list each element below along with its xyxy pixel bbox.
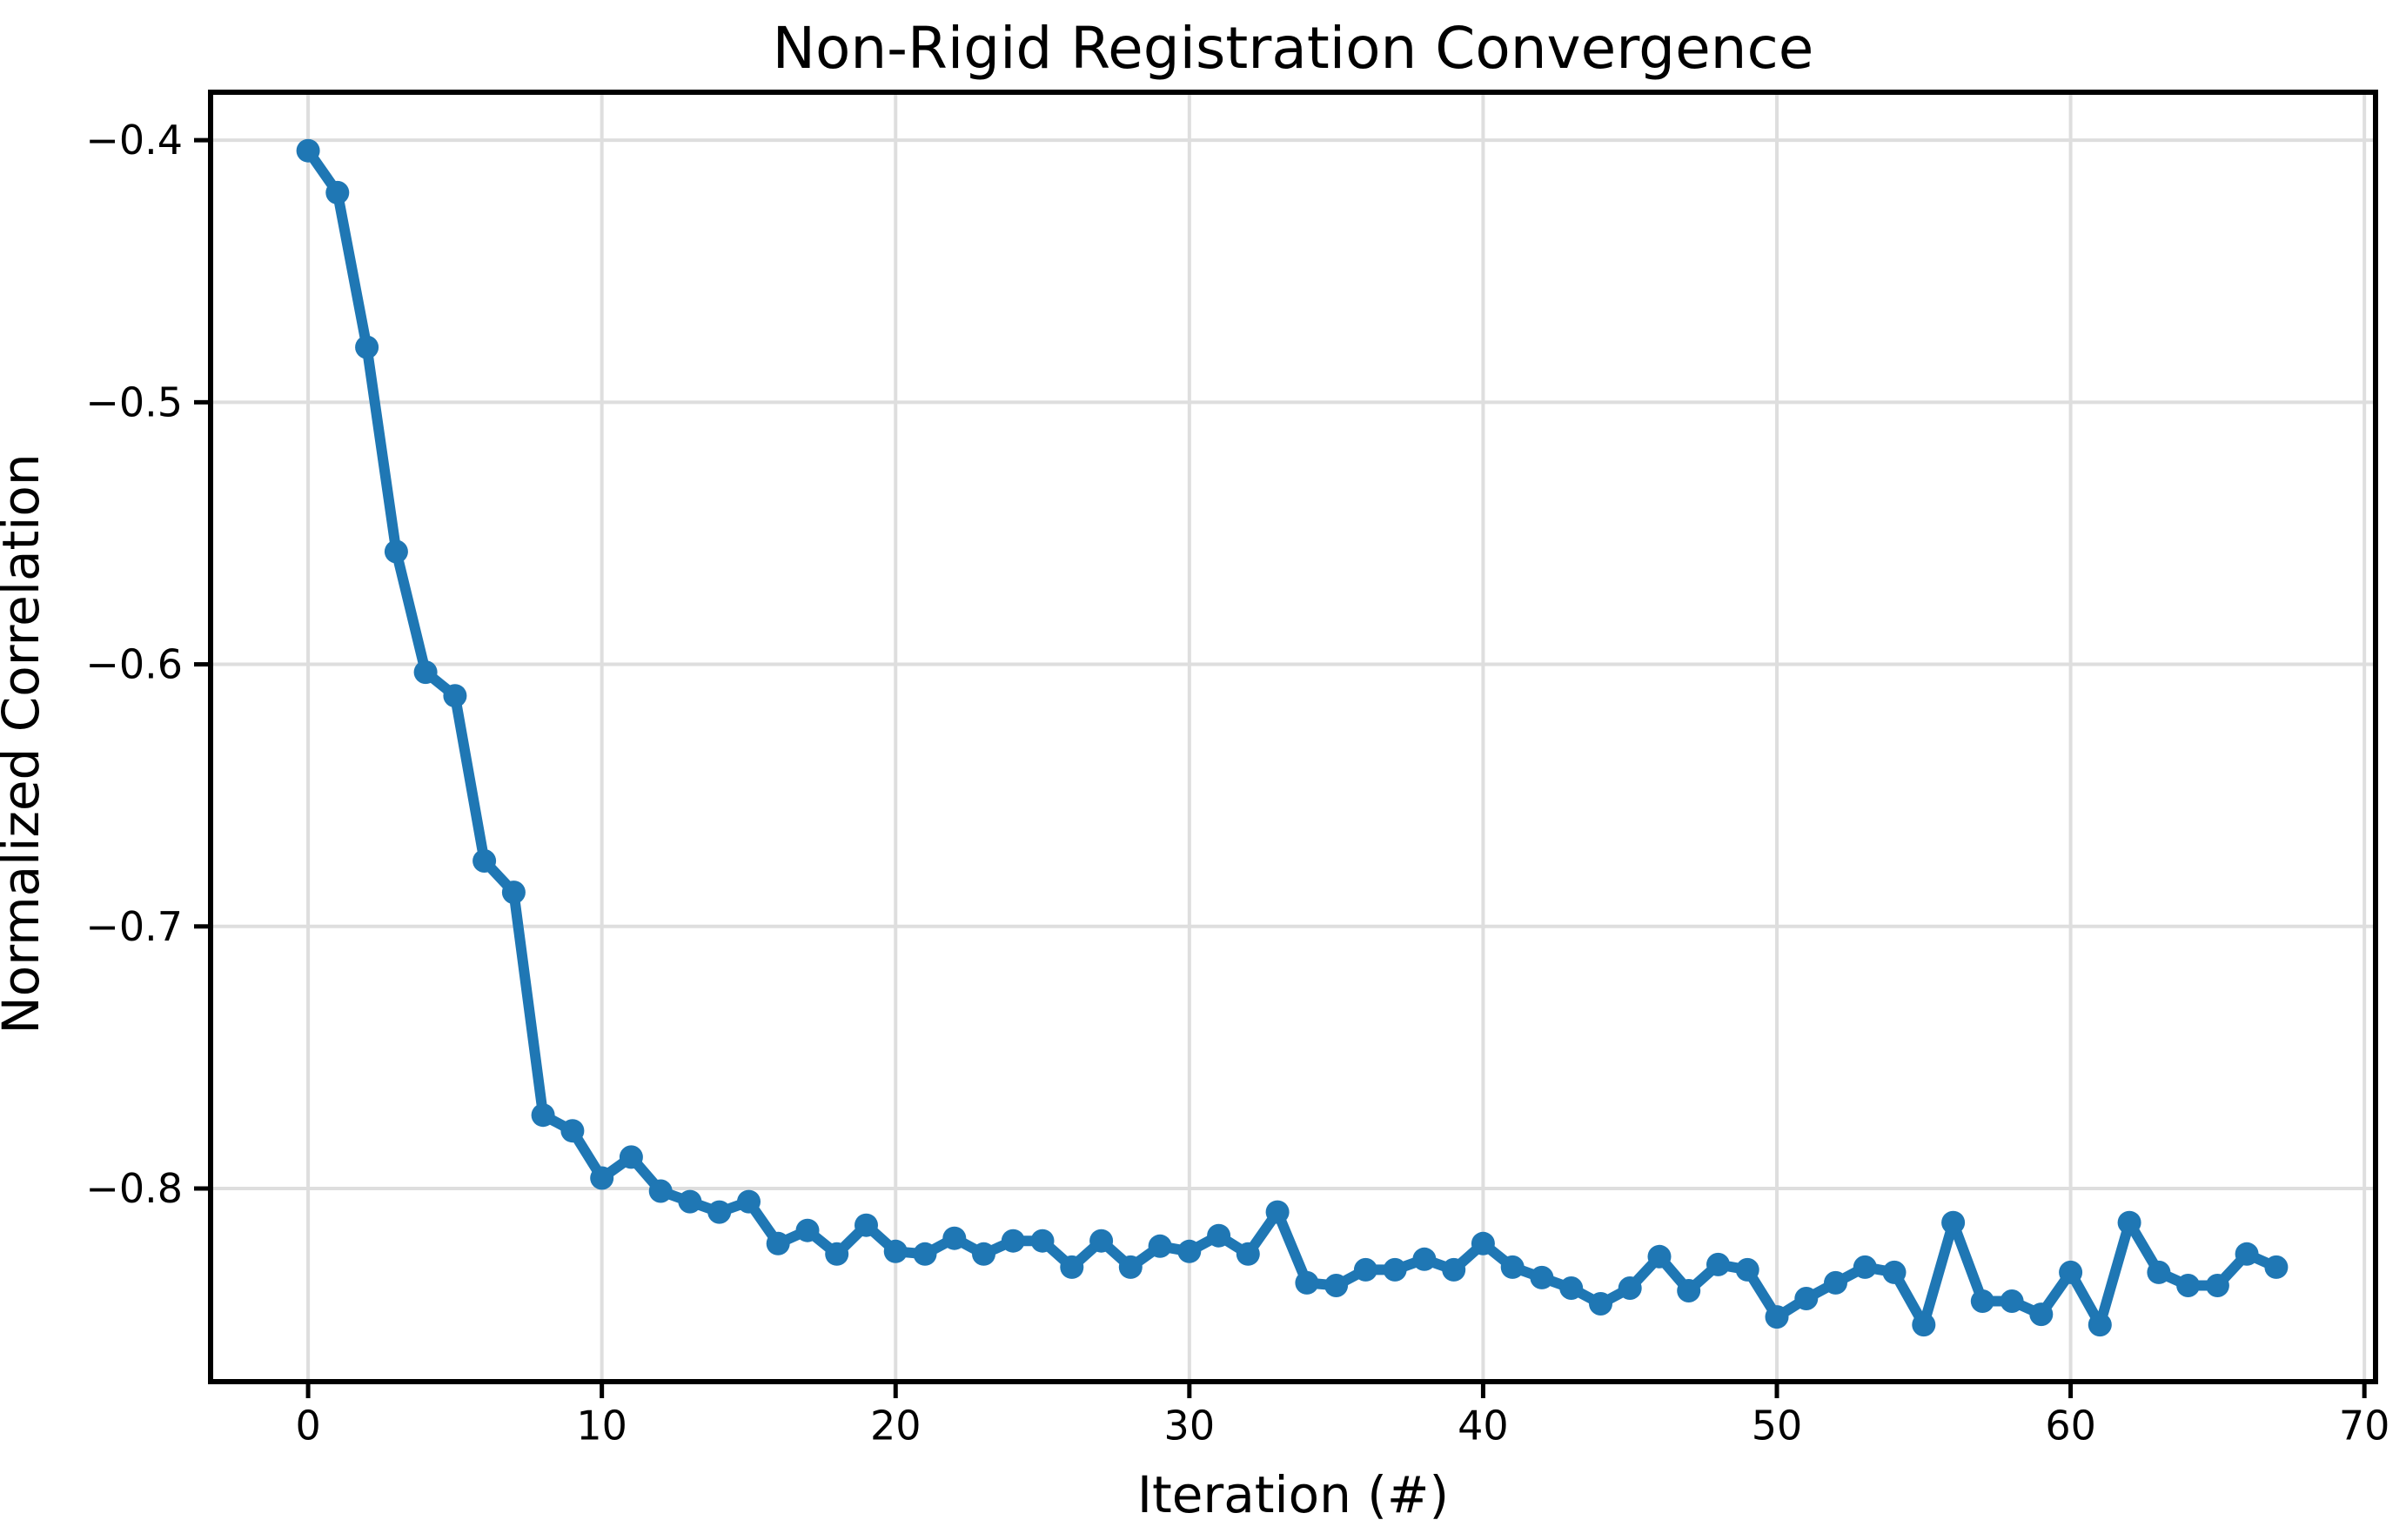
data-point-marker — [1824, 1270, 1847, 1295]
x-tick-label: 40 — [1458, 1402, 1509, 1449]
data-point-marker — [590, 1166, 614, 1190]
data-point-marker — [1353, 1257, 1377, 1282]
data-point-marker — [707, 1200, 732, 1224]
data-point-marker — [1089, 1229, 1114, 1253]
data-point-marker — [766, 1231, 790, 1255]
data-point-marker — [1765, 1305, 1789, 1329]
data-point-marker — [1383, 1257, 1407, 1282]
x-axis-label: Iteration (#) — [1137, 1465, 1449, 1524]
data-point-marker — [942, 1226, 967, 1250]
data-point-marker — [1001, 1229, 1025, 1253]
data-point-marker — [560, 1119, 585, 1143]
data-point-marker — [737, 1189, 761, 1214]
data-point-marker — [648, 1179, 673, 1203]
data-point-marker — [531, 1103, 555, 1128]
x-tick-label: 60 — [2045, 1402, 2096, 1449]
data-point-marker — [2176, 1274, 2201, 1297]
data-point-marker — [472, 849, 497, 873]
data-point-marker — [2117, 1210, 2141, 1235]
data-point-marker — [1589, 1292, 1612, 1316]
data-point-marker — [825, 1242, 849, 1266]
data-point-marker — [1324, 1274, 1349, 1297]
data-point-marker — [2147, 1260, 2171, 1284]
data-point-marker — [1060, 1255, 1084, 1279]
gridlines-layer — [211, 92, 2376, 1382]
data-point-marker — [854, 1213, 878, 1237]
data-point-marker — [1207, 1223, 1231, 1248]
data-point-marker — [1177, 1239, 1202, 1263]
data-point-marker — [913, 1242, 937, 1266]
data-point-marker — [619, 1145, 643, 1169]
data-point-marker — [296, 138, 320, 163]
data-point-marker — [1442, 1257, 1466, 1282]
data-point-marker — [1559, 1276, 1584, 1300]
data-point-marker — [2205, 1274, 2229, 1297]
data-point-marker — [1118, 1255, 1143, 1279]
data-point-marker — [2059, 1260, 2083, 1284]
data-point-marker — [2029, 1302, 2054, 1327]
data-point-marker — [1970, 1289, 1994, 1313]
chart-title: Non-Rigid Registration Convergence — [773, 15, 1814, 82]
y-tick-label: −0.7 — [85, 903, 183, 950]
data-point-marker — [1882, 1260, 1907, 1284]
data-point-marker — [1500, 1255, 1525, 1279]
x-tick-label: 50 — [1752, 1402, 1803, 1449]
tick-labels-layer: 0 10 20 30 40 50 60 70 −0.4 −0.5 −0.6 −0.7 −0.8 — [85, 117, 2389, 1449]
data-point-marker — [883, 1239, 908, 1263]
data-point-marker — [972, 1242, 995, 1266]
x-tick-label: 0 — [295, 1402, 320, 1449]
x-tick-label: 30 — [1164, 1402, 1216, 1449]
x-tick-label: 70 — [2339, 1402, 2390, 1449]
data-point-marker — [1912, 1313, 1936, 1337]
data-point-marker — [2000, 1289, 2024, 1313]
data-point-marker — [355, 335, 379, 359]
data-point-marker — [1236, 1242, 1260, 1266]
data-point-marker — [795, 1218, 820, 1242]
ticks-layer — [194, 137, 2367, 1398]
data-point-marker — [1530, 1265, 1554, 1289]
axes-spines — [208, 90, 2378, 1384]
data-point-marker — [2088, 1313, 2112, 1337]
data-point-marker — [1265, 1200, 1290, 1224]
data-point-marker — [678, 1189, 702, 1214]
data-point-marker — [1647, 1244, 1672, 1269]
data-point-marker — [2264, 1255, 2289, 1279]
data-point-marker — [413, 660, 438, 685]
data-point-marker — [1412, 1247, 1437, 1271]
y-tick-label: −0.8 — [85, 1165, 183, 1212]
data-point-marker — [1853, 1255, 1877, 1279]
y-axis-label: Normalized Correlation — [0, 453, 50, 1034]
data-point-marker — [1295, 1270, 1319, 1295]
data-point-marker — [2235, 1242, 2259, 1266]
data-point-marker — [1794, 1287, 1819, 1310]
data-point-marker — [443, 684, 467, 708]
data-point-marker — [1618, 1276, 1642, 1300]
data-point-marker — [1471, 1231, 1495, 1255]
data-point-marker — [1706, 1252, 1730, 1276]
x-tick-label: 10 — [576, 1402, 627, 1449]
y-tick-label: −0.6 — [85, 641, 183, 688]
data-point-marker — [1735, 1257, 1759, 1282]
data-point-marker — [1941, 1210, 1966, 1235]
data-point-marker — [501, 880, 526, 905]
x-tick-label: 20 — [870, 1402, 922, 1449]
y-tick-label: −0.4 — [85, 117, 183, 164]
data-point-marker — [1677, 1279, 1701, 1302]
data-point-marker — [1148, 1234, 1172, 1258]
spines-layer — [208, 90, 2378, 1384]
data-point-marker — [384, 539, 408, 564]
data-point-marker — [1030, 1229, 1055, 1253]
data-point-marker — [325, 180, 350, 204]
y-tick-label: −0.5 — [85, 378, 183, 425]
series-layer — [296, 138, 2289, 1337]
